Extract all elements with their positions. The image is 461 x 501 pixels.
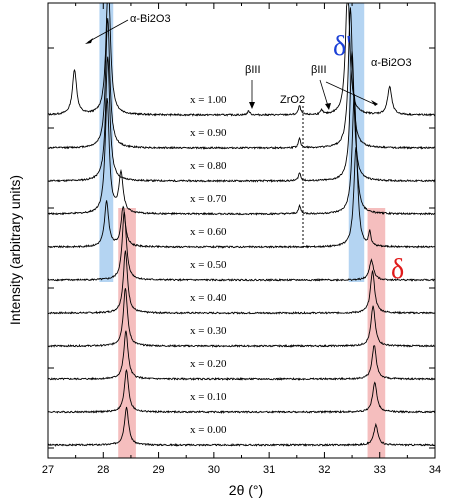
band-3	[118, 208, 136, 458]
x-tick-label-32: 32	[318, 464, 330, 476]
x-tick-label-34: 34	[429, 464, 441, 476]
x-tick-label-28: 28	[97, 464, 109, 476]
arrow-alpha-right	[325, 81, 375, 105]
x-axis-title: 2θ (°)	[229, 482, 263, 498]
x-tick-label-33: 33	[374, 464, 386, 476]
xrd-traces	[47, 2, 436, 447]
trace-0	[47, 406, 436, 447]
arrow-alpha-left	[87, 19, 129, 43]
trace-5	[47, 212, 436, 282]
trace-4	[47, 250, 436, 315]
annotation-alpha-right: α-Bi2O3	[371, 57, 412, 69]
series-label-0: x = 0.00	[190, 424, 227, 436]
x-tick-label-30: 30	[208, 464, 220, 476]
series-label-9: x = 0.90	[190, 127, 227, 139]
annotations: α-Bi2O3 α-Bi2O3 βIII βIII ZrO2 δ' δ	[85, 13, 412, 285]
trace-8	[47, 51, 436, 183]
series-label-1: x = 0.10	[190, 391, 227, 403]
arrowhead-alpha-left	[85, 38, 93, 44]
trace-10	[47, 2, 436, 117]
series-label-8: x = 0.80	[190, 160, 227, 172]
arrowhead-beta-2	[325, 103, 331, 110]
series-label-10: x = 1.00	[190, 94, 227, 106]
series-label-3: x = 0.30	[190, 325, 227, 337]
series-label-4: x = 0.40	[190, 292, 227, 304]
axes: 27 28 29 30 31 32 33 34	[42, 2, 441, 476]
annotation-zro2: ZrO2	[280, 94, 305, 106]
annotation-beta-2: βIII	[311, 64, 327, 76]
arrow-beta-2	[319, 79, 329, 107]
label-delta: δ	[391, 254, 404, 285]
series-label-2: x = 0.20	[190, 358, 227, 370]
series-label-5: x = 0.50	[190, 259, 227, 271]
trace-3	[47, 288, 436, 348]
annotation-alpha-left: α-Bi2O3	[130, 13, 171, 25]
x-tick-label-29: 29	[152, 464, 164, 476]
arrowhead-alpha-right	[371, 100, 378, 106]
label-delta-prime: δ'	[333, 31, 351, 62]
arrowhead-beta-1	[249, 102, 255, 109]
series-label-7: x = 0.70	[190, 193, 227, 205]
trace-1	[47, 368, 436, 415]
x-tick-label-27: 27	[42, 464, 54, 476]
series-labels: x = 0.00 x = 0.10 x = 0.20 x = 0.30 x = 0.40…	[190, 94, 227, 436]
trace-6	[47, 147, 436, 249]
trace-2	[47, 330, 436, 381]
trace-7	[47, 93, 436, 216]
y-axis-title: Intensity (arbitrary units)	[7, 175, 23, 325]
trace-9	[47, 7, 436, 150]
series-label-6: x = 0.60	[190, 226, 227, 238]
annotation-beta-1: βIII	[245, 64, 261, 76]
x-tick-label-31: 31	[263, 464, 275, 476]
phase-bands	[99, 3, 386, 458]
